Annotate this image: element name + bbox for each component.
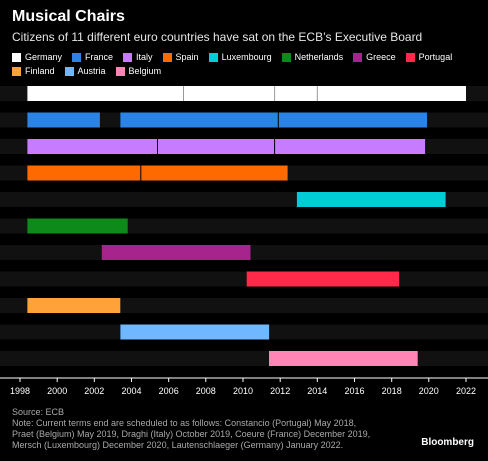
chart-title: Musical Chairs (12, 8, 125, 25)
x-tick-label-2018: 2018 (382, 386, 402, 396)
bar-france-term-1 (27, 112, 100, 128)
bar-luxembourg-term-1 (296, 192, 446, 207)
legend-label-luxembourg: Luxembourg (221, 52, 272, 62)
legend-label-greece: Greece (366, 52, 396, 62)
legend-swatch-finland (12, 66, 21, 76)
row-stripe-portugal (0, 271, 488, 287)
legend-entry-greece: Greece (353, 52, 396, 62)
bar-netherlands-term-1 (27, 218, 128, 234)
legend-swatch-netherlands (281, 52, 291, 62)
legend-swatch-austria (64, 66, 74, 76)
legend-swatch-greece (353, 52, 363, 62)
bar-germany-term-1 (27, 86, 184, 101)
bar-italy-term-3 (274, 139, 426, 154)
legend-swatch-germany (12, 52, 21, 62)
legend-entry-spain: Spain (162, 52, 199, 62)
x-tick-label-1998: 1998 (10, 386, 30, 396)
legend-entry-italy: Italy (123, 52, 153, 62)
x-tick-label-2012: 2012 (270, 386, 290, 396)
legend-entry-luxembourg: Luxembourg (208, 52, 272, 62)
x-tick-label-2000: 2000 (47, 386, 67, 396)
brand-logo-text: Bloomberg (421, 437, 474, 448)
bar-italy-term-2 (157, 139, 275, 154)
bar-portugal-term-1 (246, 271, 400, 287)
legend-row: Germany France Italy Spain Luxembourg Netherl… (12, 50, 482, 64)
bar-italy-term-1 (27, 139, 158, 154)
x-tick-label-2002: 2002 (84, 386, 104, 396)
footnote-line-1: Note: Current terms end are scheduled to… (12, 418, 357, 428)
row-stripe-finland (0, 298, 488, 313)
bar-finland-term-1 (27, 298, 121, 313)
legend-label-netherlands: Netherlands (294, 52, 344, 62)
bar-greece-term-1 (101, 245, 251, 260)
legend-label-portugal: Portugal (418, 52, 453, 62)
legend-entry-finland: Finland (12, 66, 55, 76)
x-tick-label-2008: 2008 (196, 386, 216, 396)
bar-belgium-term-1 (269, 351, 418, 366)
legend-entry-netherlands: Netherlands (281, 52, 344, 62)
legend-label-germany: Germany (25, 52, 63, 62)
x-tick-label-2022: 2022 (456, 386, 476, 396)
term-dividers (140, 86, 318, 181)
legend-swatch-spain (162, 52, 172, 62)
legend-label-finland: Finland (25, 66, 55, 76)
bar-germany-term-2 (183, 86, 275, 101)
legend-label-spain: Spain (175, 52, 199, 62)
legend-row: Finland Austria Belgium (12, 64, 482, 78)
bar-spain-term-2 (140, 165, 288, 181)
legend-entry-austria: Austria (64, 66, 106, 76)
chart-plot: 1998 2000 2002 2004 2006 2008 2010 2012 2014 2016… (0, 86, 488, 396)
legend-label-france: France (85, 52, 114, 62)
footer: Source: ECB Note: Current terms end are … (12, 407, 482, 451)
footnote-line-3: Mersch (Luxembourg) December 2020, Laute… (12, 440, 344, 450)
x-tick-label-2006: 2006 (159, 386, 179, 396)
legend-label-belgium: Belgium (128, 66, 162, 76)
bar-france-term-3 (278, 112, 427, 128)
legend-swatch-france (72, 52, 82, 62)
x-tick-label-2020: 2020 (419, 386, 439, 396)
bar-austria-term-1 (120, 324, 270, 340)
legend-label-italy: Italy (136, 52, 153, 62)
legend-swatch-luxembourg (208, 52, 218, 62)
bar-spain-term-1 (27, 165, 141, 181)
x-tick-label-2010: 2010 (233, 386, 253, 396)
legend-swatch-belgium (115, 66, 125, 76)
source-note: Source: ECB (12, 407, 65, 417)
legend-entry-france: France (72, 52, 113, 62)
legend-swatch-portugal (405, 52, 415, 62)
x-tick-label-2014: 2014 (307, 386, 327, 396)
legend-entry-germany: Germany (12, 52, 62, 62)
legend-swatch-italy (123, 52, 133, 62)
bar-france-term-2 (120, 112, 279, 128)
bar-germany-term-3 (274, 86, 318, 101)
bar-germany-term-4 (317, 86, 466, 101)
legend-entry-belgium: Belgium (115, 66, 162, 76)
legend-label-austria: Austria (77, 66, 106, 76)
footnote-line-2: Praet (Belgium) May 2019, Draghi (Italy)… (12, 429, 371, 439)
legend: Germany France Italy Spain Luxembourg Netherl… (12, 50, 482, 78)
x-tick-label-2004: 2004 (121, 386, 141, 396)
legend-entry-portugal: Portugal (405, 52, 453, 62)
bars (27, 86, 466, 366)
x-tick-label-2016: 2016 (344, 386, 364, 396)
chart-subtitle: Citizens of 11 different euro countries … (12, 30, 423, 44)
x-axis: 1998 2000 2002 2004 2006 2008 2010 2012 2014 2016… (0, 377, 488, 396)
